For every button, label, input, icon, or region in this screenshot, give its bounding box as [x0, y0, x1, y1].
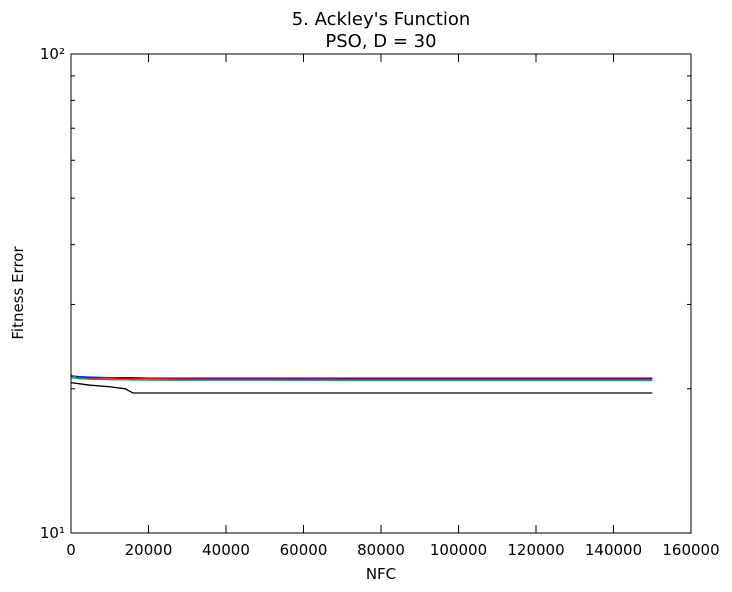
- x-tick-label: 120000: [507, 541, 564, 559]
- y-tick-label: 10¹: [40, 524, 65, 542]
- chart-title: 5. Ackley's Function: [292, 9, 471, 30]
- x-tick-label: 80000: [357, 541, 405, 559]
- x-tick-label: 100000: [430, 541, 487, 559]
- x-tick-label: 60000: [280, 541, 328, 559]
- x-tick-label: 0: [66, 541, 76, 559]
- y-axis-label: Fitness Error: [9, 246, 27, 340]
- chart-subtitle: PSO, D = 30: [325, 31, 436, 52]
- series-line: [70, 374, 653, 381]
- x-tick-label: 160000: [662, 541, 719, 559]
- x-tick-label: 40000: [202, 541, 250, 559]
- x-axis-label: NFC: [366, 565, 396, 583]
- x-tick-label: 140000: [585, 541, 642, 559]
- y-tick-label: 10²: [40, 45, 65, 63]
- series-line: [70, 376, 653, 380]
- plot-frame: [70, 53, 692, 534]
- series-line: [70, 382, 653, 394]
- x-tick-label: 20000: [125, 541, 173, 559]
- series-line: [70, 375, 653, 379]
